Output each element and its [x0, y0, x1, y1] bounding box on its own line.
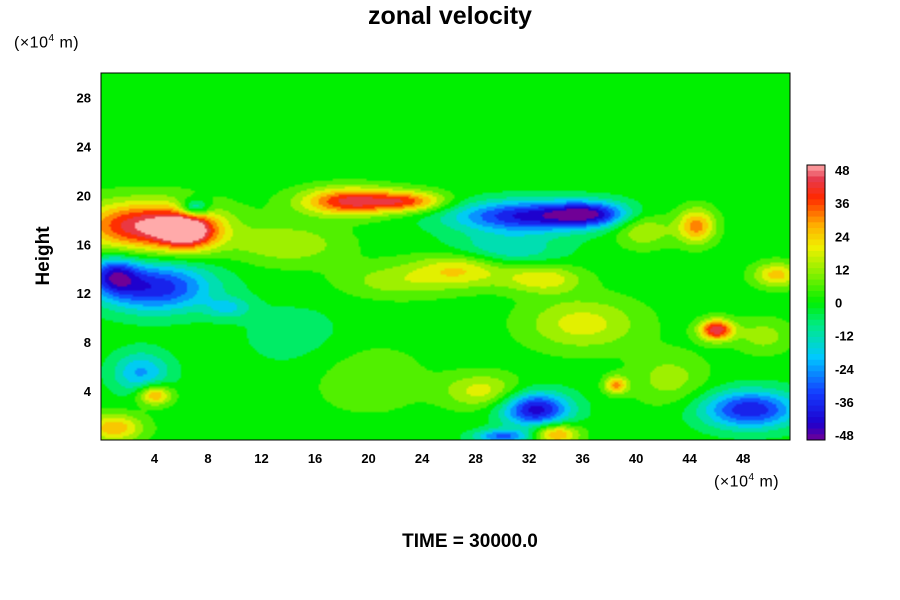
y-unit-prefix: (×10	[14, 34, 49, 52]
colorbar-segment	[807, 296, 825, 303]
colorbar-segment	[807, 342, 825, 349]
colorbar-segment	[807, 359, 825, 367]
colorbar-segment	[807, 428, 825, 435]
x-tick-label: 40	[629, 451, 643, 466]
x-tick-label: 36	[575, 451, 589, 466]
colorbar-segment	[807, 187, 825, 195]
chart-title: zonal velocity	[368, 2, 532, 30]
colorbar-segment	[807, 302, 825, 309]
colorbar-segment	[807, 165, 825, 172]
colorbar-segment	[807, 262, 825, 269]
colorbar-segment	[807, 354, 825, 361]
colorbar	[806, 164, 826, 441]
colorbar-segment	[807, 348, 825, 355]
colorbar-tick-label: 36	[835, 196, 849, 211]
colorbar-segment	[807, 216, 825, 223]
y-unit-exponent: 4	[48, 33, 55, 44]
colorbar-segment	[807, 239, 825, 246]
colorbar-tick-label: 12	[835, 262, 849, 277]
colorbar-segment	[807, 399, 825, 407]
colorbar-segment	[807, 170, 825, 177]
colorbar-segment	[807, 205, 825, 212]
x-tick-labels: 4 8 12 16 20 24 28 32 36 40 44 48	[151, 451, 751, 466]
x-tick-label: 28	[468, 451, 482, 466]
colorbar-tick-label: -36	[835, 395, 854, 410]
colorbar-segment	[807, 336, 825, 344]
colorbar-segment	[807, 279, 825, 286]
x-tick-label: 8	[204, 451, 211, 466]
colorbar-segment	[807, 176, 825, 183]
y-axis-unit: (×104 m)	[14, 33, 79, 52]
x-tick-label: 12	[254, 451, 268, 466]
colorbar-tick-label: -12	[835, 329, 854, 344]
colorbar-segment	[807, 182, 825, 189]
x-unit-exponent: 4	[748, 472, 755, 483]
colorbar-segment	[807, 422, 825, 430]
y-tick-label: 4	[84, 384, 92, 399]
colorbar-tick-label: 48	[835, 163, 849, 178]
x-tick-label: 24	[415, 451, 430, 466]
colorbar-segment	[807, 291, 825, 298]
colorbar-tick-label: 0	[835, 296, 842, 311]
y-tick-labels: 4 8 12 16 20 24 28	[77, 90, 92, 399]
colorbar-segment	[807, 256, 825, 263]
colorbar-segment	[807, 319, 825, 326]
colorbar-tick-label: -48	[835, 428, 854, 443]
colorbar-segment	[807, 285, 825, 292]
y-tick-label: 28	[77, 90, 91, 105]
colorbar-segment	[807, 268, 825, 275]
colorbar-segment	[807, 411, 825, 418]
colorbar-segment	[807, 313, 825, 321]
colorbar-segment	[807, 394, 825, 401]
colorbar-segment	[807, 273, 825, 281]
plot-frame	[100, 72, 791, 441]
colorbar-segment	[807, 371, 825, 378]
colorbar-segment	[807, 376, 825, 384]
colorbar-tick-label: 24	[835, 229, 850, 244]
colorbar-segment	[807, 210, 825, 218]
x-tick-label: 20	[361, 451, 375, 466]
colorbar-segment	[807, 250, 825, 258]
x-unit-suffix: m)	[754, 473, 780, 491]
colorbar-segment	[807, 331, 825, 338]
colorbar-segment	[807, 233, 825, 240]
velocity-field	[101, 73, 790, 440]
y-tick-label: 24	[77, 139, 92, 154]
colorbar-tick-label: -24	[835, 362, 855, 377]
y-tick-label: 16	[77, 237, 91, 252]
x-tick-label: 48	[736, 451, 750, 466]
colorbar-frame	[806, 164, 826, 441]
colorbar-segment	[807, 245, 825, 252]
x-tick-label: 4	[151, 451, 159, 466]
colorbar-segment	[807, 325, 825, 332]
colorbar-segment	[807, 365, 825, 372]
time-label: TIME = 30000.0	[402, 531, 538, 552]
colorbar-tick-labels: 48 36 24 12 0 -12 -24 -36 -48	[835, 163, 855, 443]
colorbar-segment	[807, 228, 825, 235]
colorbar-segment	[807, 193, 825, 200]
colorbar-segment	[807, 382, 825, 389]
x-tick-label: 44	[682, 451, 697, 466]
colorbar-segment	[807, 388, 825, 395]
colorbar-segment	[807, 199, 825, 206]
colorbar-segment	[807, 405, 825, 412]
x-tick-label: 16	[308, 451, 322, 466]
x-unit-prefix: (×10	[714, 473, 749, 491]
y-tick-label: 20	[77, 188, 91, 203]
y-unit-suffix: m)	[54, 34, 80, 52]
y-tick-label: 8	[84, 335, 91, 350]
y-tick-label: 12	[77, 286, 91, 301]
colorbar-segment	[807, 434, 825, 441]
x-tick-label: 32	[522, 451, 536, 466]
colorbar-segment	[807, 417, 825, 424]
colorbar-segment	[807, 308, 825, 315]
colorbar-segment	[807, 222, 825, 229]
x-axis-unit: (×104 m)	[714, 472, 779, 491]
